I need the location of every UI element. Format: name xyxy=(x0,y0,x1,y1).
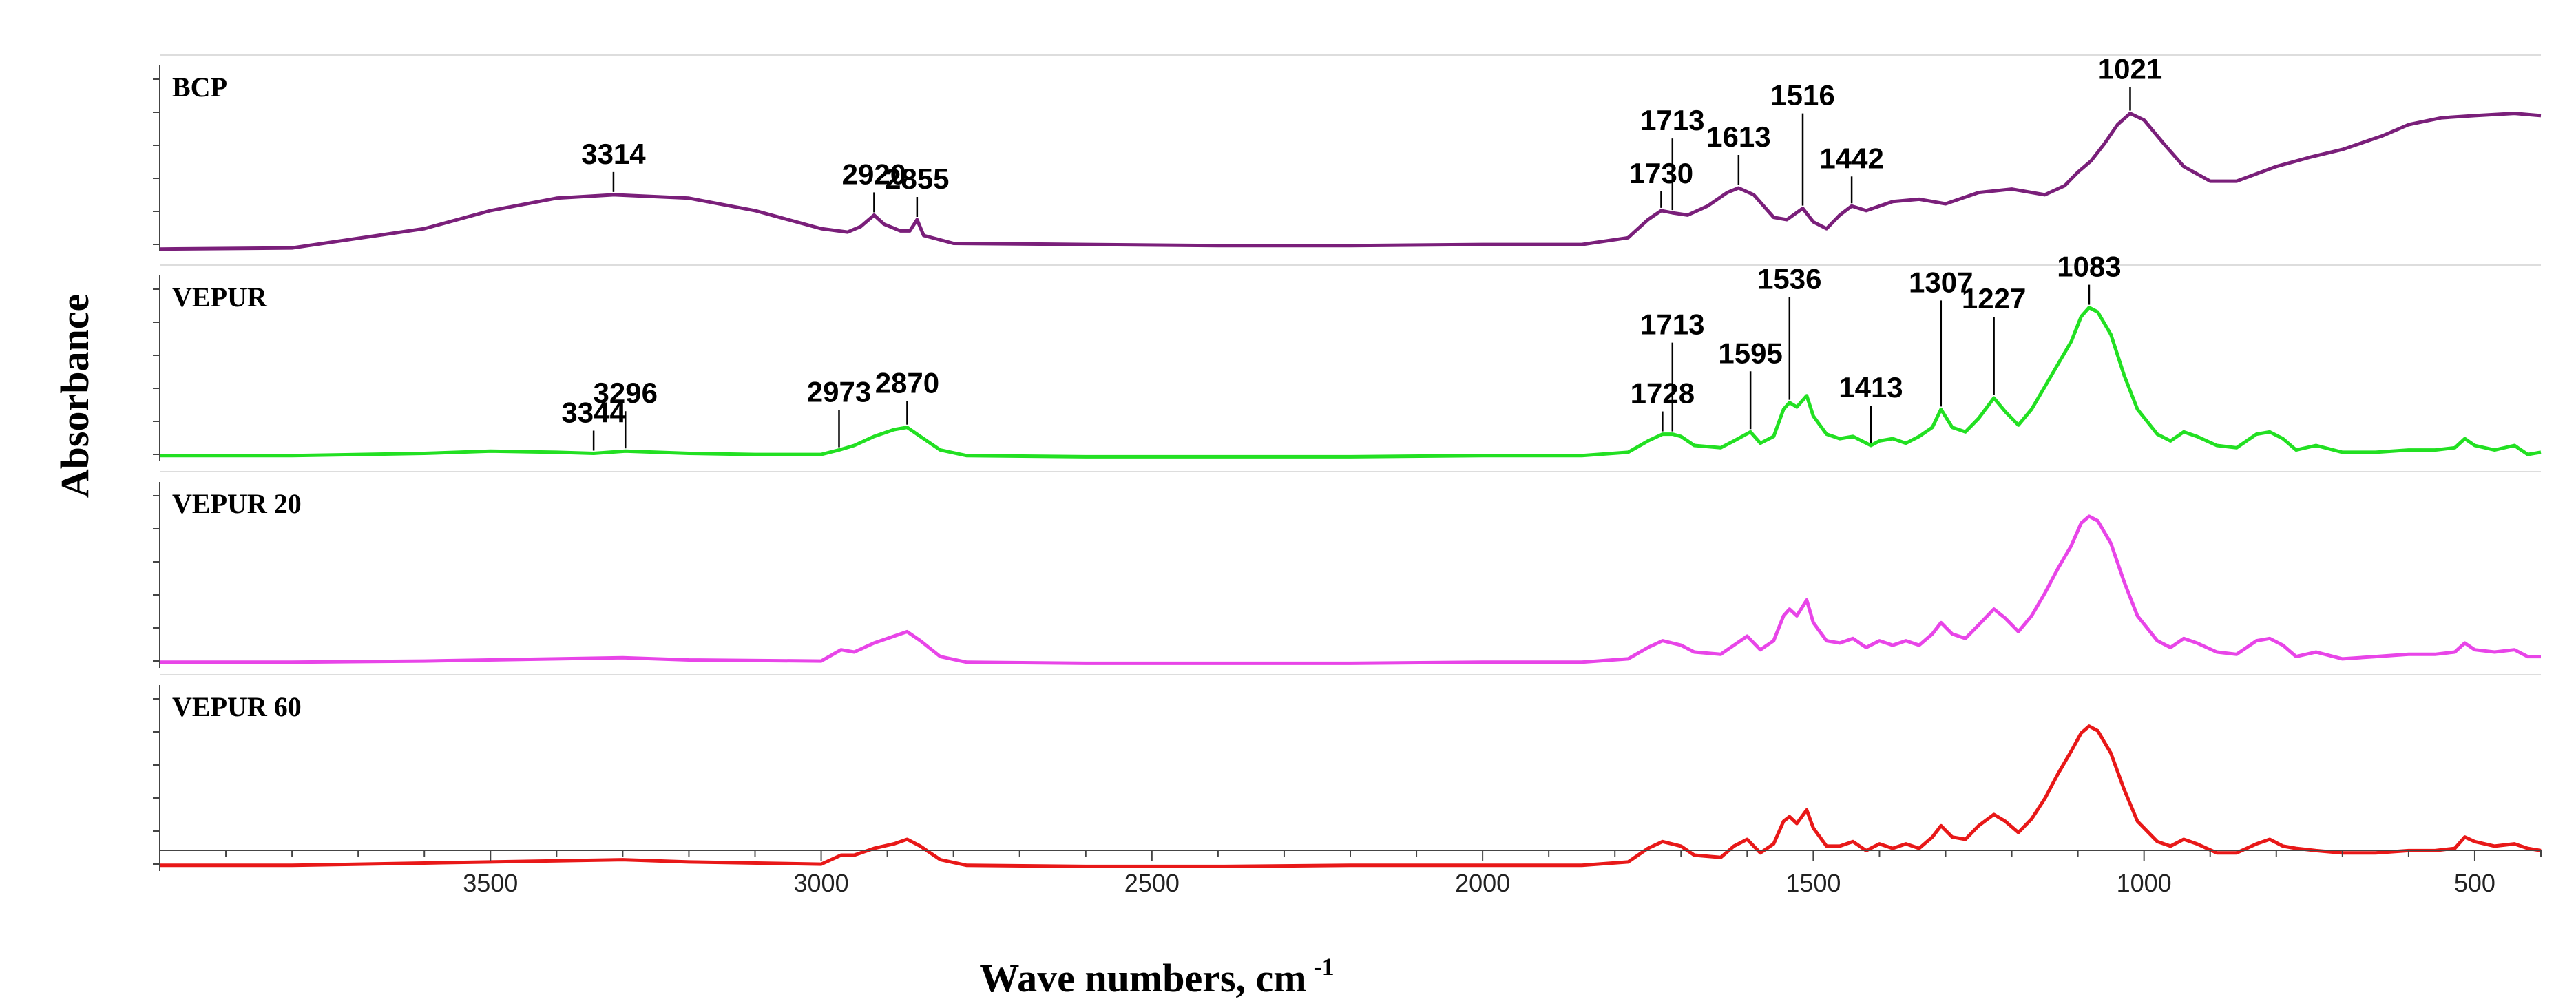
peak-label: 1516 xyxy=(1770,79,1834,112)
peak-label: 1307 xyxy=(1909,266,1973,298)
spectrum-line xyxy=(159,112,2542,251)
panel-vepur-20: VEPUR 20 xyxy=(153,471,2541,668)
peak-label: 2920 xyxy=(842,158,906,190)
peak-label: 2973 xyxy=(807,376,871,408)
peak-label: 1613 xyxy=(1706,120,1770,153)
x-axis-title-text: Wave numbers, cm xyxy=(979,956,1306,1000)
peak-label: 1083 xyxy=(2057,251,2121,283)
panel-vepur-60: VEPUR 60 xyxy=(153,674,2542,871)
peak-label: 1442 xyxy=(1819,142,1883,174)
peak-label: 1713 xyxy=(1640,308,1704,341)
y-axis-title: Absorbance xyxy=(52,294,97,498)
peak-label: 3314 xyxy=(581,138,646,170)
peak-label: 1536 xyxy=(1757,263,1821,295)
x-tick-label: 3000 xyxy=(794,869,849,897)
peak-label: 2870 xyxy=(875,367,939,399)
x-tick-label: 1000 xyxy=(2117,869,2172,897)
spectrum-line xyxy=(160,306,2542,459)
x-tick-label: 500 xyxy=(2454,869,2495,897)
peak-label: 1595 xyxy=(1718,337,1782,369)
peak-label: 1227 xyxy=(1962,282,2026,315)
spectrum-line xyxy=(160,724,2542,868)
x-tick-label: 2500 xyxy=(1124,869,1180,897)
sample-label: VEPUR xyxy=(172,282,268,313)
peak-label: 3296 xyxy=(594,377,658,409)
peak-label: 1728 xyxy=(1631,377,1695,410)
spectrum-line xyxy=(160,514,2541,665)
sample-label: VEPUR 60 xyxy=(172,691,302,722)
x-axis-title: Wave numbers, cm -1 xyxy=(979,953,1334,1000)
peak-label: 2855 xyxy=(885,162,949,195)
x-axis: 3500 3000 2500 2000 1500 1000 500 xyxy=(160,850,2542,897)
peak-label: 1021 xyxy=(2098,53,2162,85)
peak-label: 1730 xyxy=(1629,157,1693,189)
panel-bcp: BCP xyxy=(153,54,2542,251)
peak-label: 1413 xyxy=(1839,371,1903,403)
x-tick-label: 3500 xyxy=(463,869,518,897)
panel-vepur: VEPUR xyxy=(153,264,2542,461)
peak-label: 3344 xyxy=(561,397,626,429)
x-axis-title-superscript: -1 xyxy=(1314,953,1334,980)
peak-label: 1713 xyxy=(1640,104,1704,136)
x-tick-label: 2000 xyxy=(1455,869,1510,897)
x-tick-label: 1500 xyxy=(1786,869,1841,897)
sample-label: VEPUR 20 xyxy=(172,488,302,519)
sample-label: BCP xyxy=(172,72,227,103)
